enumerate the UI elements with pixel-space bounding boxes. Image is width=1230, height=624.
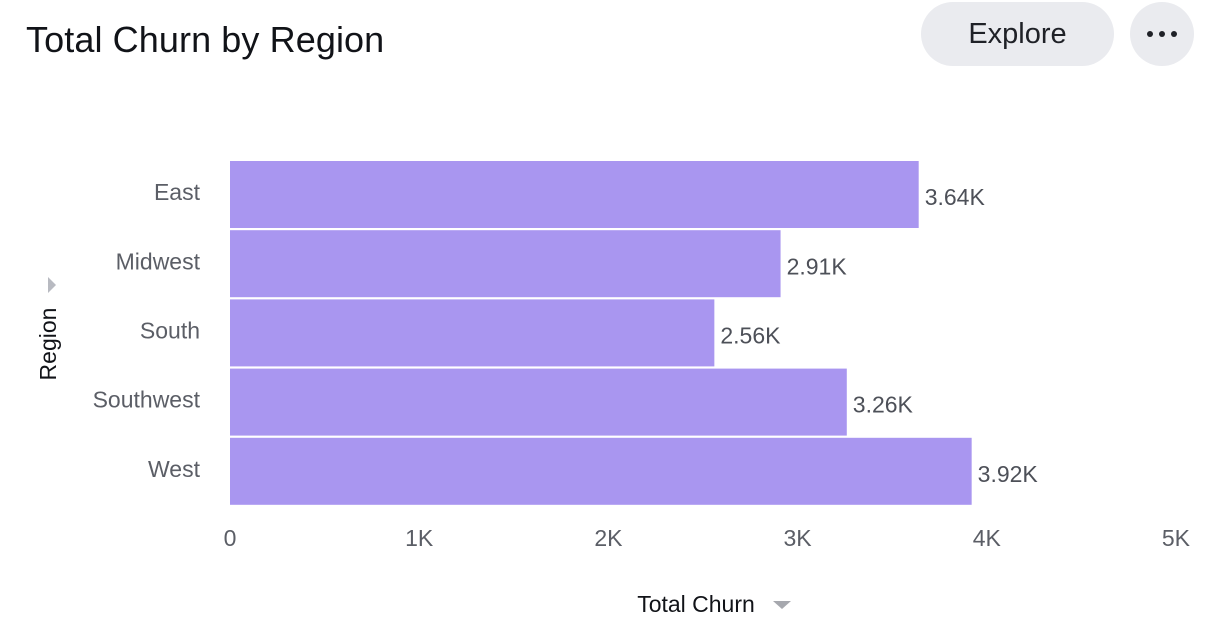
y-axis-title[interactable]: Region (35, 308, 61, 381)
category-labels: East Midwest South Southwest West (93, 179, 201, 482)
x-tick-label: 3K (784, 525, 813, 551)
bars-layer (230, 161, 972, 505)
more-horizontal-icon (1147, 31, 1177, 37)
x-axis-title[interactable]: Total Churn (637, 591, 755, 617)
chart-title: Total Churn by Region (26, 19, 385, 60)
x-tick-label: 2K (594, 525, 623, 551)
value-labels: 3.64K 2.91K 2.56K 3.26K 3.92K (720, 184, 1038, 487)
category-label-east: East (154, 179, 201, 205)
explore-button[interactable]: Explore (921, 2, 1114, 66)
x-tick-label: 5K (1162, 525, 1191, 551)
bar-south[interactable] (230, 299, 715, 367)
value-label-midwest: 2.91K (787, 253, 848, 279)
bar-southwest[interactable] (230, 368, 847, 436)
y-axis-expand-icon[interactable] (48, 277, 56, 293)
bar-east[interactable] (230, 161, 919, 228)
bar-midwest[interactable] (230, 230, 781, 298)
category-label-midwest: Midwest (116, 248, 201, 274)
value-label-southwest: 3.26K (853, 392, 914, 418)
x-axis-sort-icon[interactable] (773, 601, 791, 609)
category-label-southwest: Southwest (93, 387, 201, 413)
more-options-button[interactable] (1130, 2, 1194, 66)
value-label-west: 3.92K (978, 461, 1039, 487)
value-label-east: 3.64K (925, 184, 986, 210)
x-axis-ticks: 0 1K 2K 3K 4K 5K (224, 525, 1191, 551)
x-tick-label: 1K (405, 525, 434, 551)
category-label-south: South (140, 317, 200, 343)
x-tick-label: 4K (973, 525, 1002, 551)
value-label-south: 2.56K (720, 322, 781, 348)
bar-west[interactable] (230, 437, 972, 505)
x-tick-label: 0 (224, 525, 237, 551)
category-label-west: West (148, 456, 201, 482)
